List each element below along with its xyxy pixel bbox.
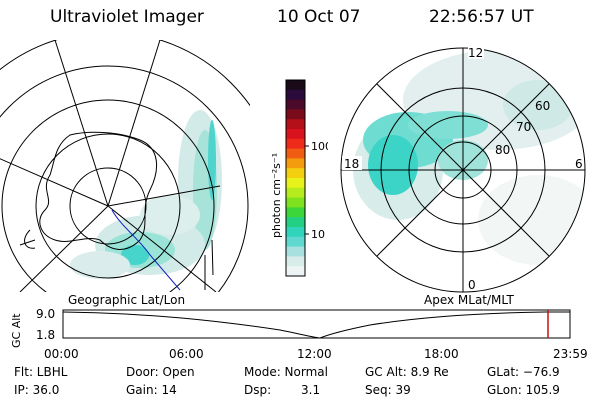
colorbar-tick-100: 100 bbox=[311, 140, 328, 153]
time-readout: 22:56:57 UT bbox=[429, 7, 534, 27]
mlat-label-80: 80 bbox=[495, 143, 510, 157]
colorbar-segment bbox=[286, 236, 305, 248]
geographic-map bbox=[0, 40, 250, 292]
colorbar-segment bbox=[286, 168, 305, 179]
mlt-label-18: 18 bbox=[344, 157, 359, 171]
colorbar-segment bbox=[286, 119, 305, 130]
colorbar-segment bbox=[286, 158, 305, 169]
colorbar-segment bbox=[286, 246, 305, 257]
geo-track-line bbox=[111, 209, 181, 291]
altitude-curve bbox=[62, 311, 570, 339]
geo-aurora-emission bbox=[70, 110, 222, 279]
timeline-ytick-bottom: 1.8 bbox=[36, 328, 55, 342]
colorbar-segment bbox=[286, 217, 305, 228]
timeline-xtick-3: 18:00 bbox=[424, 347, 459, 361]
colorbar-segment bbox=[286, 187, 305, 199]
colorbar-segment bbox=[286, 227, 305, 238]
timeline-frame bbox=[62, 309, 571, 339]
apex-grid bbox=[340, 47, 586, 293]
colorbar-label: photon cm⁻²s⁻¹ bbox=[270, 153, 283, 238]
colorbar-segment bbox=[286, 89, 305, 101]
colorbar-segment bbox=[286, 129, 305, 140]
glon-readout: GLon: 105.9 bbox=[487, 383, 560, 397]
colorbar-segment bbox=[286, 207, 305, 218]
colorbar-tick-10: 10 bbox=[311, 228, 325, 241]
ip-readout: IP: 36.0 bbox=[14, 383, 60, 397]
glat-readout: GLat: −76.9 bbox=[487, 365, 560, 379]
dsp-label: Dsp: bbox=[244, 383, 272, 397]
colorbar-segment bbox=[286, 148, 305, 159]
colorbar: 100 10 photon cm⁻²s⁻¹ bbox=[270, 79, 328, 277]
mlt-label-0: 0 bbox=[468, 278, 476, 292]
timeline-xtick-4: 23:59 bbox=[553, 347, 588, 361]
gc-alt-readout: GC Alt: 8.9 Re bbox=[365, 365, 449, 379]
timeline-ytick-top: 9.0 bbox=[36, 307, 55, 321]
mlat-label-70: 70 bbox=[516, 120, 531, 134]
date-readout: 10 Oct 07 bbox=[277, 7, 361, 27]
colorbar-segment bbox=[286, 178, 305, 189]
gain-readout: Gain: 14 bbox=[126, 383, 177, 397]
app-title: Ultraviolet Imager bbox=[50, 7, 204, 27]
door-readout: Door: Open bbox=[126, 365, 195, 379]
dsp-value: 3.1 bbox=[301, 383, 321, 397]
filter-readout: Flt: LBHL bbox=[14, 365, 68, 379]
mlat-label-60: 60 bbox=[535, 99, 550, 113]
colorbar-segment bbox=[286, 80, 305, 91]
apex-map-title: Apex MLat/MLT bbox=[424, 293, 514, 307]
colorbar-segment bbox=[286, 109, 305, 120]
geo-longitude-lines bbox=[0, 40, 221, 292]
colorbar-segment bbox=[286, 99, 305, 110]
timeline-xtick-2: 12:00 bbox=[297, 347, 332, 361]
timeline-xtick-0: 00:00 bbox=[44, 347, 79, 361]
colorbar-segment bbox=[286, 197, 305, 208]
colorbar-segment bbox=[286, 256, 305, 267]
mlt-label-6: 6 bbox=[575, 157, 583, 171]
timeline-ylabel: GC Alt bbox=[10, 313, 23, 348]
geo-map-title: Geographic Lat/Lon bbox=[68, 293, 186, 307]
apex-polar-plot: 12 18 6 0 60 70 80 bbox=[340, 45, 586, 293]
colorbar-gradient bbox=[286, 80, 305, 277]
antarctica-coastline bbox=[39, 131, 158, 250]
colorbar-segment bbox=[286, 138, 305, 150]
colorbar-segment bbox=[286, 266, 305, 277]
mode-readout: Mode: Normal bbox=[244, 365, 328, 379]
seq-readout: Seq: 39 bbox=[365, 383, 411, 397]
mlt-label-12: 12 bbox=[468, 46, 483, 60]
timeline-xtick-1: 06:00 bbox=[169, 347, 204, 361]
geo-latitude-circles bbox=[0, 40, 250, 292]
altitude-timeline: GC Alt 9.0 1.8 00:00 06:00 12:00 18:00 2… bbox=[10, 307, 588, 361]
